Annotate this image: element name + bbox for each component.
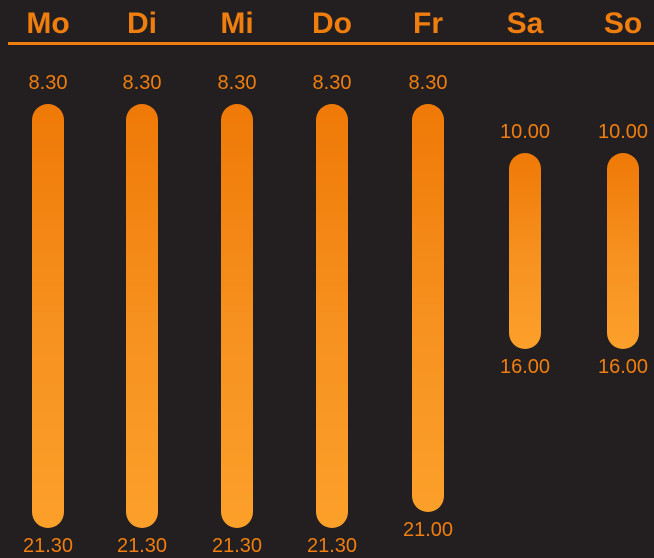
day-label-mo: Mo [26,7,70,40]
closing-time-mi: 21.30 [211,535,263,557]
closing-time-fr: 21.00 [402,518,454,541]
day-label-so: So [603,7,643,40]
hours-bar-so [607,152,639,349]
hours-bar-mo [32,104,64,528]
opening-time-fr: 8.30 [408,72,448,94]
opening-time-mo: 8.30 [28,72,68,94]
hours-bar-sa [509,152,541,349]
closing-time-mo: 21.30 [22,535,74,557]
opening-time-di: 8.30 [122,72,162,94]
day-label-do: Do [312,7,352,40]
opening-time-so: 10.00 [597,120,649,143]
header-rule [8,42,654,45]
hours-bar-fr [412,104,444,512]
opening-time-do: 8.30 [312,72,352,94]
closing-time-do: 21.30 [306,535,358,557]
hours-bar-di [126,104,158,528]
opening-time-mi: 8.30 [217,72,257,94]
day-label-di: Di [127,7,157,40]
opening-time-sa: 10.00 [499,120,551,143]
hours-bar-mi [221,104,253,528]
closing-time-di: 21.30 [116,535,168,557]
closing-time-sa: 16.00 [499,355,551,378]
closing-time-so: 16.00 [597,355,649,378]
day-label-mi: Mi [220,7,254,40]
hours-bar-do [316,104,348,528]
day-label-fr: Fr [413,7,443,40]
day-label-sa: Sa [506,7,544,40]
